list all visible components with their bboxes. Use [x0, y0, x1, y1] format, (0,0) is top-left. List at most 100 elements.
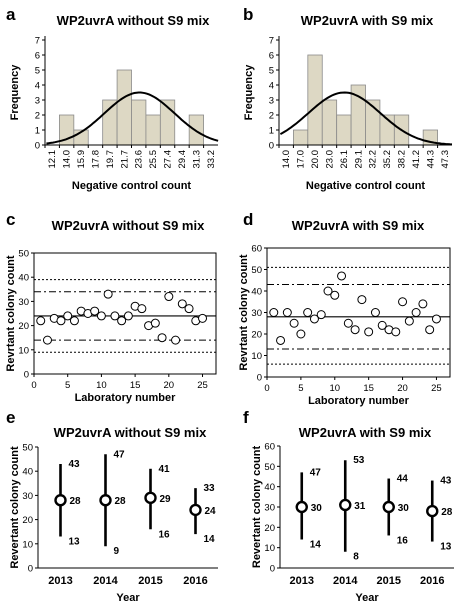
y-axis-label-c: Revrtant colony count [5, 255, 17, 371]
chart-title-c: WP2uvrA without S9 mix [52, 218, 205, 233]
y-tick-label-f: 60 [264, 442, 275, 453]
data-point-d [431, 314, 441, 324]
y-tick-label-e: 10 [22, 539, 33, 550]
y-tick-label-c: 0 [24, 370, 29, 381]
x-tick-label-f: 2014 [333, 575, 358, 587]
mean-marker-f [295, 500, 308, 514]
x-tick-label-a: 14.0 [62, 150, 73, 169]
x-tick-label-b: 14.0 [281, 150, 292, 169]
y-tick-label-d: 30 [251, 308, 262, 319]
chart-title-a: WP2uvrA without S9 mix [57, 13, 210, 28]
x-axis-label-d: Laboratory number [308, 395, 410, 407]
high-label-f: 53 [353, 455, 365, 466]
y-tick-label-d: 10 [251, 351, 262, 362]
low-label-e: 9 [114, 546, 120, 557]
histogram-bar-a [102, 99, 118, 146]
x-tick-label-b: 29.1 [353, 150, 364, 169]
x-tick-label-b: 41.2 [411, 150, 422, 169]
data-point-d [323, 286, 333, 296]
y-tick-label-a: 6 [35, 51, 40, 62]
y-tick-label-a: 1 [35, 126, 40, 137]
x-tick-label-b: 20.0 [310, 150, 321, 169]
data-point-d [418, 299, 428, 309]
x-tick-label-d: 5 [298, 383, 303, 394]
data-point-d [411, 308, 421, 317]
data-point-d [296, 329, 306, 339]
low-label-f: 13 [440, 542, 452, 553]
y-tick-label-b: 6 [269, 51, 274, 62]
data-point-c [184, 304, 194, 314]
histogram-bar-b [307, 54, 323, 146]
data-point-c [150, 318, 160, 328]
data-point-d [330, 290, 340, 300]
y-tick-label-b: 2 [269, 111, 274, 122]
panel-label-c: c [6, 210, 15, 229]
panel-label-f: f [243, 408, 249, 427]
panel-label-d: d [243, 210, 253, 229]
data-point-c [157, 333, 167, 343]
data-point-d [364, 327, 374, 337]
histogram-bar-b [336, 114, 352, 146]
high-label-f: 44 [397, 474, 409, 485]
data-point-c [90, 306, 100, 316]
x-tick-label-b: 35.2 [382, 150, 393, 169]
x-tick-label-d: 0 [264, 383, 269, 394]
data-point-d [309, 314, 319, 324]
x-tick-label-c: 25 [197, 380, 208, 391]
y-tick-label-e: 50 [22, 443, 33, 454]
x-tick-label-f: 2013 [290, 575, 314, 587]
data-point-d [337, 271, 347, 281]
low-label-f: 14 [310, 540, 322, 551]
x-tick-label-a: 21.7 [119, 150, 130, 169]
data-point-c [177, 299, 187, 309]
y-tick-label-b: 7 [269, 36, 274, 47]
x-tick-label-c: 20 [164, 380, 175, 391]
mean-marker-e [99, 494, 112, 507]
data-point-d [269, 308, 279, 317]
chart-title-e: WP2uvrA without S9 mix [54, 425, 207, 440]
high-label-f: 43 [440, 476, 452, 487]
data-point-c [171, 335, 181, 345]
histogram-bar-a [145, 114, 161, 146]
y-tick-label-b: 0 [269, 141, 274, 152]
data-point-c [117, 316, 127, 326]
y-tick-label-f: 30 [264, 503, 275, 514]
y-tick-label-a: 0 [35, 141, 40, 152]
panel-label-a: a [6, 5, 16, 24]
data-point-d [425, 325, 435, 335]
low-label-e: 16 [159, 529, 171, 540]
data-point-d [350, 325, 360, 335]
y-tick-label-d: 0 [257, 373, 262, 384]
y-tick-label-f: 40 [264, 482, 275, 493]
x-tick-label-c: 5 [65, 380, 70, 391]
data-point-c [63, 311, 73, 321]
y-tick-label-d: 20 [251, 330, 262, 341]
data-point-c [198, 313, 208, 323]
mean-label-e: 24 [205, 506, 217, 517]
y-tick-label-c: 40 [18, 273, 29, 284]
y-tick-label-c: 20 [18, 321, 29, 332]
x-tick-label-b: 17.0 [296, 150, 307, 169]
x-tick-label-a: 12.1 [47, 150, 58, 169]
normal-fit-curve-b [279, 91, 453, 146]
panel-label-b: b [243, 5, 253, 24]
high-label-e: 47 [114, 449, 126, 460]
mean-label-f: 31 [354, 501, 366, 512]
y-tick-label-a: 2 [35, 111, 40, 122]
x-tick-label-d: 10 [329, 383, 340, 394]
data-point-d [370, 308, 380, 317]
mean-label-f: 28 [441, 507, 453, 518]
histogram-bar-b [293, 129, 309, 146]
data-point-d [404, 316, 414, 326]
x-tick-label-a: 17.8 [90, 150, 101, 169]
x-tick-label-c: 10 [96, 380, 107, 391]
x-tick-label-a: 29.4 [177, 150, 188, 169]
y-axis-label-b: Frequency [243, 64, 255, 121]
data-point-c [36, 316, 46, 326]
mean-marker-e [144, 491, 157, 505]
y-tick-label-c: 10 [18, 345, 29, 356]
y-tick-label-a: 7 [35, 36, 40, 47]
data-point-c [103, 289, 113, 299]
x-tick-label-d: 20 [397, 383, 408, 394]
y-tick-label-d: 50 [251, 265, 262, 276]
